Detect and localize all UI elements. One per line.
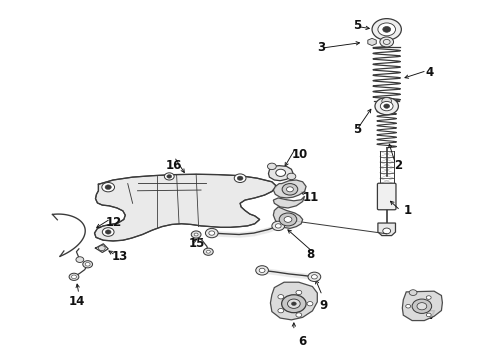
Circle shape [406, 305, 411, 308]
Circle shape [105, 185, 111, 189]
Circle shape [284, 217, 292, 222]
Circle shape [191, 231, 201, 238]
Circle shape [296, 313, 302, 317]
Text: 5: 5 [353, 122, 361, 136]
Text: 4: 4 [426, 66, 434, 79]
Text: 6: 6 [298, 335, 307, 348]
Text: 1: 1 [404, 204, 412, 217]
Circle shape [98, 246, 105, 251]
Text: 16: 16 [166, 159, 182, 172]
Circle shape [383, 27, 391, 32]
Polygon shape [269, 166, 293, 181]
Circle shape [167, 175, 172, 178]
Circle shape [287, 173, 296, 180]
Circle shape [292, 302, 296, 306]
Circle shape [307, 302, 313, 306]
Text: 5: 5 [353, 19, 361, 32]
Circle shape [276, 169, 286, 176]
Text: 7: 7 [427, 309, 435, 322]
Circle shape [105, 230, 111, 234]
Circle shape [296, 290, 302, 294]
Polygon shape [368, 39, 376, 45]
Circle shape [72, 275, 76, 279]
Text: 2: 2 [394, 159, 402, 172]
Circle shape [380, 37, 393, 47]
Circle shape [312, 275, 318, 279]
Circle shape [76, 257, 84, 262]
Circle shape [288, 299, 300, 309]
Circle shape [375, 98, 398, 115]
Circle shape [308, 272, 321, 282]
Polygon shape [402, 291, 442, 320]
Circle shape [275, 224, 281, 228]
Circle shape [412, 299, 432, 314]
Circle shape [203, 248, 213, 255]
Circle shape [102, 228, 114, 236]
Circle shape [206, 250, 210, 253]
Circle shape [256, 266, 269, 275]
Circle shape [279, 213, 297, 226]
Text: 11: 11 [303, 191, 319, 204]
Circle shape [287, 187, 294, 192]
Polygon shape [273, 180, 306, 198]
Circle shape [380, 102, 393, 111]
Circle shape [237, 176, 243, 180]
Circle shape [259, 268, 265, 273]
Text: 9: 9 [319, 299, 327, 312]
Circle shape [268, 163, 276, 170]
Circle shape [272, 221, 285, 230]
Circle shape [384, 104, 390, 108]
Polygon shape [95, 174, 277, 241]
Circle shape [194, 233, 198, 236]
Circle shape [83, 261, 93, 268]
Text: 8: 8 [306, 248, 314, 261]
Circle shape [372, 19, 401, 40]
Polygon shape [273, 196, 305, 208]
Circle shape [278, 294, 284, 299]
Circle shape [234, 174, 246, 183]
Circle shape [426, 313, 431, 317]
Text: 13: 13 [112, 249, 128, 262]
Circle shape [69, 273, 79, 280]
Circle shape [282, 295, 306, 313]
Circle shape [417, 303, 427, 310]
Circle shape [102, 183, 115, 192]
Circle shape [85, 262, 90, 266]
FancyBboxPatch shape [377, 183, 396, 210]
Circle shape [409, 290, 417, 296]
Circle shape [205, 228, 218, 238]
Circle shape [164, 173, 174, 180]
Circle shape [426, 296, 431, 299]
Circle shape [278, 309, 284, 313]
Circle shape [382, 98, 392, 105]
Circle shape [378, 23, 395, 36]
Text: 15: 15 [189, 237, 205, 250]
Circle shape [209, 231, 215, 235]
Polygon shape [273, 207, 303, 228]
Text: 14: 14 [68, 296, 85, 309]
Text: 3: 3 [318, 41, 326, 54]
Text: 12: 12 [106, 216, 122, 229]
Circle shape [383, 228, 391, 234]
Text: 10: 10 [292, 148, 308, 161]
Polygon shape [270, 282, 318, 320]
Polygon shape [378, 223, 395, 235]
Circle shape [282, 184, 298, 195]
